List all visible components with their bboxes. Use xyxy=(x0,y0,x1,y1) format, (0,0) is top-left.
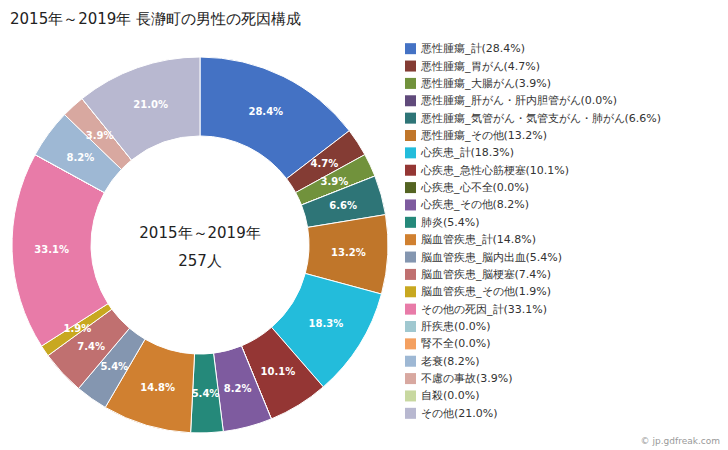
legend-swatch xyxy=(405,234,416,245)
legend-label: 肺炎(5.4%) xyxy=(421,216,480,229)
watermark: © jp.gdfreak.com xyxy=(641,436,720,446)
legend-item: 脳血管疾患_計(14.8%) xyxy=(405,233,536,246)
legend-item: 心疾患_急性心筋梗塞(10.1%) xyxy=(405,164,569,177)
legend-label: 心疾患_心不全(0.0%) xyxy=(420,181,529,194)
data-label: 5.4% xyxy=(192,388,220,399)
legend-label: 心疾患_計(18.3%) xyxy=(420,146,514,159)
legend-item: 不慮の事故(3.9%) xyxy=(405,372,513,385)
data-label: 8.2% xyxy=(224,383,252,394)
legend-label: 脳血管疾患_その他(1.9%) xyxy=(421,285,551,298)
legend-item: 脳血管疾患_脳梗塞(7.4%) xyxy=(405,268,551,281)
center-text: 2015年～2019年 257人 xyxy=(139,224,260,270)
data-label: 4.7% xyxy=(311,158,339,169)
data-label: 28.4% xyxy=(248,106,283,117)
legend-swatch xyxy=(405,61,416,72)
legend-swatch xyxy=(405,338,416,349)
legend-swatch xyxy=(405,130,416,141)
legend-swatch xyxy=(405,356,416,367)
legend-item: 悪性腫瘍_気管がん・気管支がん・肺がん(6.6%) xyxy=(405,112,661,125)
center-text-line: 2015年～2019年 xyxy=(139,224,260,242)
legend-item: 脳血管疾患_その他(1.9%) xyxy=(405,285,551,298)
data-label: 3.9% xyxy=(321,176,349,187)
legend-swatch xyxy=(405,390,416,401)
legend-label: 老衰(8.2%) xyxy=(421,355,480,368)
legend-label: 自殺(0.0%) xyxy=(421,389,480,402)
legend-label: 悪性腫瘍_胃がん(4.7%) xyxy=(420,60,540,73)
legend-item: 悪性腫瘍_大腸がん(3.9%) xyxy=(405,77,551,90)
data-label: 7.4% xyxy=(77,341,105,352)
legend-item: 悪性腫瘍_その他(13.2%) xyxy=(405,129,547,142)
legend-swatch xyxy=(405,217,416,228)
data-label: 21.0% xyxy=(133,99,168,110)
legend-swatch xyxy=(405,78,416,89)
data-label: 8.2% xyxy=(66,152,94,163)
legend-swatch xyxy=(405,165,416,176)
data-label: 10.1% xyxy=(261,366,296,377)
legend-item: その他の死因_計(33.1%) xyxy=(405,303,547,316)
legend-label: その他の死因_計(33.1%) xyxy=(421,303,547,316)
legend-item: その他(21.0%) xyxy=(405,407,498,420)
data-label: 33.1% xyxy=(34,244,69,255)
legend-label: 肝疾患(0.0%) xyxy=(421,320,491,333)
legend-swatch xyxy=(405,43,416,54)
legend-item: 心疾患_計(18.3%) xyxy=(405,146,514,159)
slice xyxy=(82,57,200,160)
legend-label: その他(21.0%) xyxy=(421,407,498,420)
legend-label: 脳血管疾患_計(14.8%) xyxy=(421,233,536,246)
center-text-line: 257人 xyxy=(178,252,222,270)
slice xyxy=(200,57,349,179)
legend-swatch xyxy=(405,269,416,280)
data-label: 1.9% xyxy=(63,323,91,334)
data-label: 6.6% xyxy=(329,200,357,211)
legend-item: 脳血管疾患_脳内出血(5.4%) xyxy=(405,251,562,264)
legend-swatch xyxy=(405,304,416,315)
legend-swatch xyxy=(405,252,416,263)
legend-label: 脳血管疾患_脳内出血(5.4%) xyxy=(421,251,562,264)
data-label: 5.4% xyxy=(100,361,128,372)
legend-label: 悪性腫瘍_大腸がん(3.9%) xyxy=(420,77,551,90)
data-labels: 28.4% 4.7% 3.9% 6.6% 13.2% 18.3% 10.1% 8.2% 5.4%… xyxy=(34,99,365,398)
legend-label: 悪性腫瘍_肝がん・肝内胆管がん(0.0%) xyxy=(420,94,617,107)
legend-item: 悪性腫瘍_胃がん(4.7%) xyxy=(405,60,540,73)
legend-swatch xyxy=(405,373,416,384)
legend-item: 自殺(0.0%) xyxy=(405,389,480,402)
data-label: 3.9% xyxy=(86,130,114,141)
legend-label: 腎不全(0.0%) xyxy=(421,337,491,350)
legend-swatch xyxy=(405,321,416,332)
legend-swatch xyxy=(405,95,416,106)
legend-item: 心疾患_心不全(0.0%) xyxy=(405,181,529,194)
legend-label: 心疾患_その他(8.2%) xyxy=(420,198,529,211)
legend-item: 肝疾患(0.0%) xyxy=(405,320,491,333)
legend-item: 悪性腫瘍_計(28.4%) xyxy=(405,42,525,55)
slice xyxy=(191,353,224,433)
donut xyxy=(12,57,388,433)
chart: 2015年～2019年 長瀞町の男性の死因構成 28.4% 4.7% 3.9% 6.6%… xyxy=(0,0,728,450)
legend-swatch xyxy=(405,182,416,193)
legend-item: 肺炎(5.4%) xyxy=(405,216,480,229)
legend: 悪性腫瘍_計(28.4%) 悪性腫瘍_胃がん(4.7%) 悪性腫瘍_大腸がん(3.9… xyxy=(405,42,661,420)
legend-swatch xyxy=(405,113,416,124)
legend-label: 不慮の事故(3.9%) xyxy=(421,372,513,385)
legend-label: 悪性腫瘍_その他(13.2%) xyxy=(420,129,547,142)
legend-label: 脳血管疾患_脳梗塞(7.4%) xyxy=(421,268,551,281)
legend-swatch xyxy=(405,147,416,158)
title: 2015年～2019年 長瀞町の男性の死因構成 xyxy=(10,10,301,28)
data-label: 18.3% xyxy=(309,318,344,329)
legend-item: 腎不全(0.0%) xyxy=(405,337,491,350)
legend-item: 心疾患_その他(8.2%) xyxy=(405,198,529,211)
legend-swatch xyxy=(405,408,416,419)
data-label: 13.2% xyxy=(331,247,366,258)
legend-swatch xyxy=(405,199,416,210)
legend-item: 悪性腫瘍_肝がん・肝内胆管がん(0.0%) xyxy=(405,94,617,107)
legend-item: 老衰(8.2%) xyxy=(405,355,480,368)
legend-swatch xyxy=(405,286,416,297)
data-label: 14.8% xyxy=(140,382,175,393)
legend-label: 悪性腫瘍_気管がん・気管支がん・肺がん(6.6%) xyxy=(420,112,661,125)
legend-label: 心疾患_急性心筋梗塞(10.1%) xyxy=(420,164,569,177)
legend-label: 悪性腫瘍_計(28.4%) xyxy=(420,42,525,55)
